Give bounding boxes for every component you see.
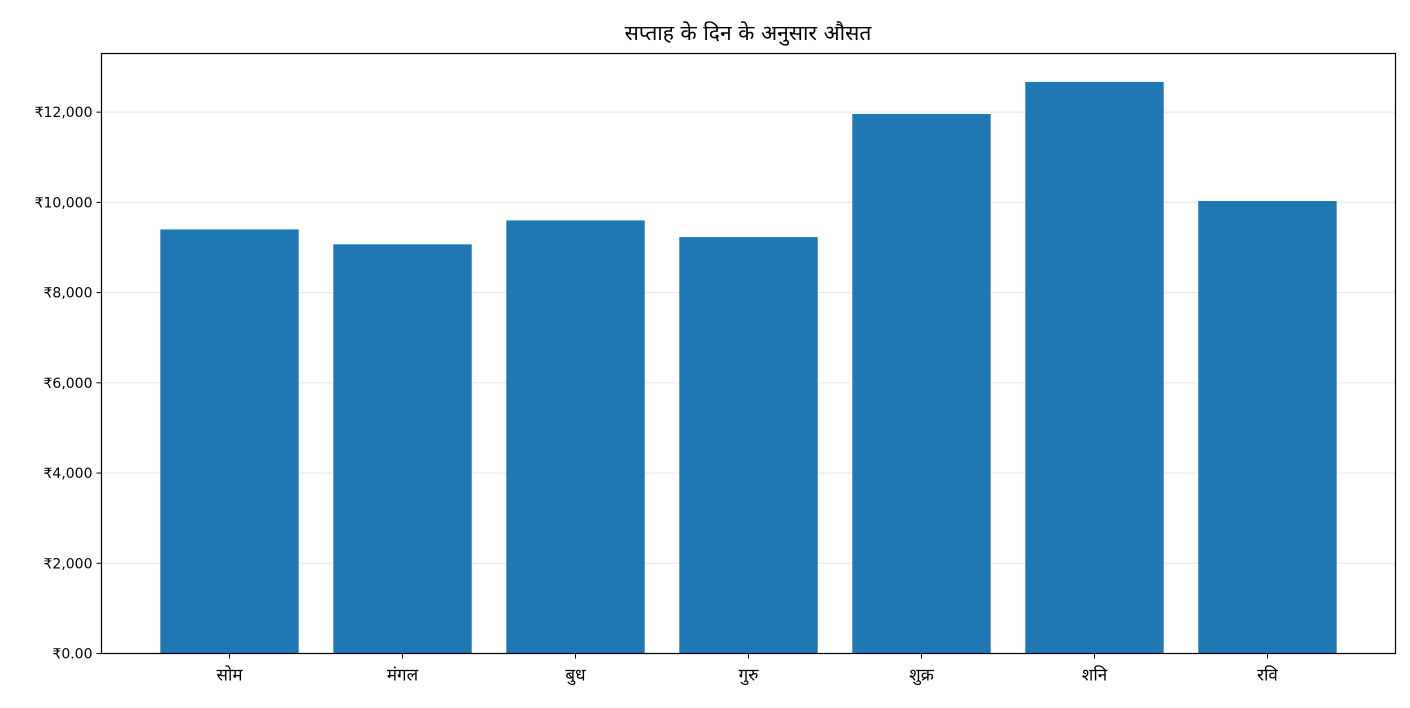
x-tick-label: गुरु: [739, 666, 760, 686]
y-tick-label: ₹10,000: [35, 195, 93, 211]
x-tick-label: सोम: [216, 665, 243, 686]
y-tick-label: ₹0.00: [52, 647, 92, 663]
y-tick-label: ₹8,000: [44, 286, 93, 302]
x-axis: सोम मंगल बुध गुरु शुक्र शनि रवि: [216, 653, 1278, 686]
bar-1: [333, 244, 472, 654]
x-tick-label: बुध: [565, 666, 586, 686]
bars: [160, 81, 1337, 654]
bar-0: [160, 229, 299, 654]
bar-3: [679, 237, 818, 654]
bar-2: [506, 220, 645, 654]
y-tick-label: ₹4,000: [44, 466, 93, 482]
y-axis: ₹0.00 ₹2,000 ₹4,000 ₹6,000 ₹8,000 ₹10,000 ₹12,…: [35, 105, 102, 663]
x-tick-label: मंगल: [387, 666, 419, 686]
bar-6: [1198, 201, 1337, 654]
y-tick-label: ₹6,000: [44, 376, 93, 392]
y-tick-label: ₹12,000: [35, 105, 93, 121]
x-tick-label: रवि: [1257, 665, 1278, 686]
x-tick-label: शुक्र: [909, 666, 935, 686]
x-tick-label: शनि: [1082, 665, 1108, 686]
y-tick-label: ₹2,000: [44, 556, 93, 572]
bar-5: [1025, 81, 1164, 654]
bar-4: [852, 113, 991, 654]
chart-title: सप्ताह के दिन के अनुसार औसत: [625, 21, 873, 46]
